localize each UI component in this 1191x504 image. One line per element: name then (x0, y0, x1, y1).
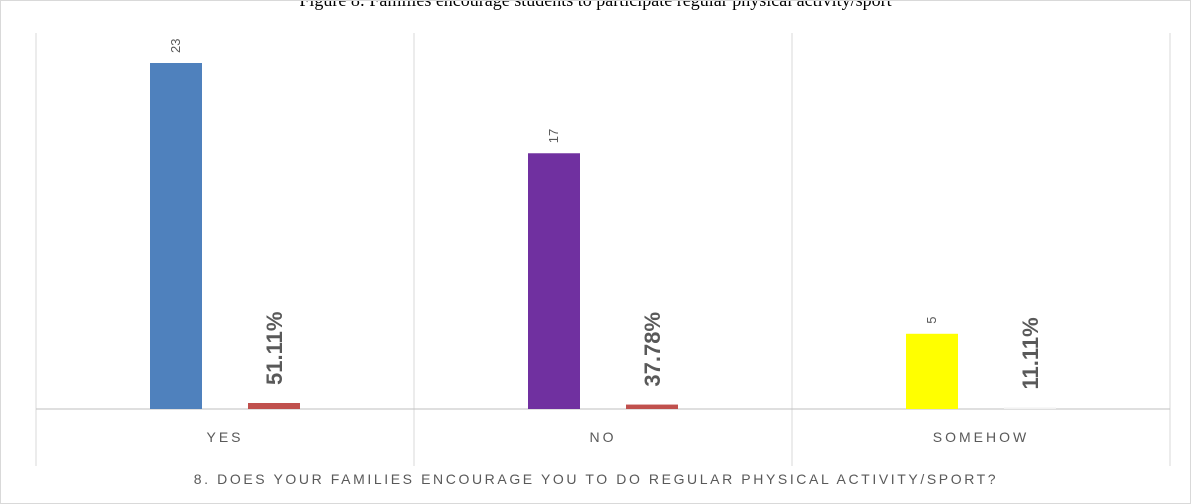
bar-percent-somehow (1004, 407, 1056, 409)
data-label-percent: 51.11% (262, 312, 287, 385)
bar-count-somehow (906, 333, 958, 409)
bar-percent-no (626, 404, 678, 409)
category-label-somehow: SOMEHOW (933, 429, 1029, 445)
bar-count-yes (150, 63, 202, 409)
figure-caption: Figure 8: Families encourage students to… (0, 0, 1191, 20)
data-label-count: 5 (924, 317, 939, 324)
category-labels: YES NO SOMEHOW (206, 429, 1029, 445)
data-label-count: 17 (546, 129, 561, 143)
bar-percent-yes (248, 403, 300, 409)
grid-lines (35, 33, 1171, 466)
bar-count-no (528, 153, 580, 409)
data-label-percent: 11.11% (1018, 317, 1043, 389)
category-label-no: NO (590, 429, 617, 445)
bars (150, 63, 1056, 409)
data-labels: 23 51.11% 17 37.78% 5 11.11% (168, 39, 1043, 390)
chart-title: 8. DOES YOUR FAMILIES ENCOURAGE YOU TO D… (194, 471, 998, 487)
data-label-count: 23 (168, 39, 183, 53)
category-label-yes: YES (206, 429, 243, 445)
data-label-percent: 37.78% (640, 312, 665, 387)
figure-caption-text: Figure 8: Families encourage students to… (299, 0, 892, 10)
